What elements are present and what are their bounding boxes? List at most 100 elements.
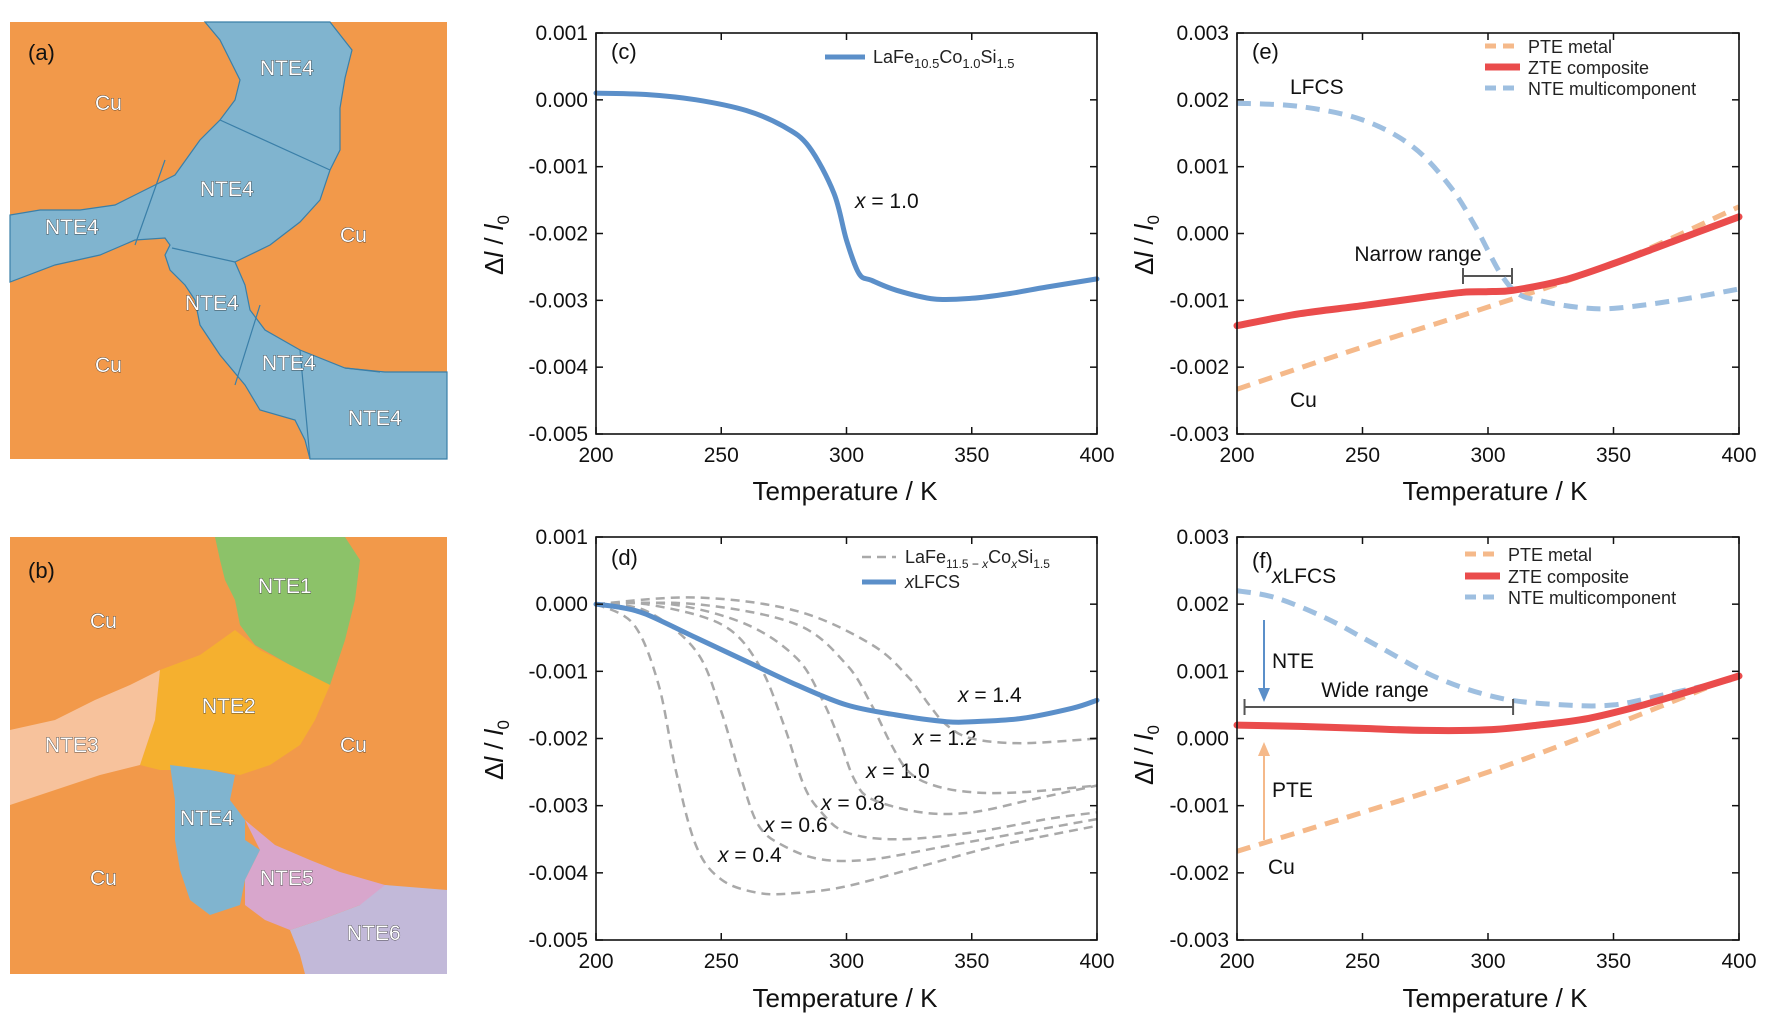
- y-axis-label: Δl / l0: [1129, 725, 1163, 785]
- series-line: [595, 602, 1098, 863]
- x-tick-label: 300: [1470, 950, 1505, 973]
- x-tick-label: 300: [829, 444, 864, 467]
- annotation-xlfcs: xLFCS: [1271, 565, 1336, 588]
- x-tick-label: 350: [1596, 444, 1631, 467]
- y-axis-label: Δl / l0: [1129, 215, 1163, 275]
- series-line: [593, 601, 1100, 725]
- nte1-grain: [215, 537, 360, 685]
- y-tick-label: 0.002: [1176, 89, 1229, 112]
- nte-label: NTE4: [200, 178, 254, 201]
- cu-label: Cu: [340, 224, 367, 247]
- annotation-pte: PTE: [1272, 779, 1313, 802]
- x-tick-label: 200: [1219, 950, 1254, 973]
- y-tick-label: 0.002: [1176, 593, 1229, 616]
- annotation-range: Narrow range: [1354, 243, 1481, 266]
- annotation-cu: Cu: [1290, 389, 1317, 412]
- x-tick-label: 200: [578, 950, 613, 973]
- y-tick-label: 0.001: [1176, 156, 1229, 179]
- y-tick-label: -0.003: [528, 289, 588, 312]
- annotation-cu: Cu: [1268, 856, 1295, 879]
- series-line: [1233, 213, 1743, 330]
- y-tick-label: 0.003: [1176, 22, 1229, 45]
- x-tick-label: 400: [1079, 950, 1114, 973]
- y-tick-label: -0.001: [528, 156, 588, 179]
- series-line: [593, 90, 1100, 303]
- nte-label: NTE4: [348, 407, 402, 430]
- microstructure-a: (a) Cu Cu Cu NTE4 NTE4 NTE4 NTE4 NTE4 NT…: [9, 21, 448, 460]
- y-axis-label: Δl / l0: [479, 215, 513, 275]
- cu-label: Cu: [95, 354, 122, 377]
- nte2-grain: [140, 630, 330, 775]
- annotation-lfcs: LFCS: [1290, 76, 1344, 99]
- x-tick-label: 350: [1596, 950, 1631, 973]
- legend-label: LaFe11.5 − xCoxSi1.5: [905, 547, 1050, 571]
- panel-label-b: (b): [28, 558, 55, 583]
- y-tick-label: -0.001: [528, 660, 588, 683]
- annotation-x: x = 0.6: [763, 814, 828, 837]
- x-tick-label: 300: [1470, 444, 1505, 467]
- series-line: [1233, 672, 1743, 735]
- x-tick-label: 250: [704, 950, 739, 973]
- cu-label: Cu: [95, 92, 122, 115]
- panel-label-d: (d): [611, 545, 638, 570]
- x-tick-label: 250: [1345, 444, 1380, 467]
- y-tick-label: -0.005: [528, 423, 588, 446]
- nte-label: NTE4: [180, 807, 234, 830]
- nte-grain: [9, 21, 448, 460]
- grain-boundary: [134, 119, 381, 460]
- cu-label: Cu: [90, 867, 117, 890]
- y-tick-label: 0.001: [1176, 660, 1229, 683]
- annotation-nte: NTE: [1272, 650, 1314, 673]
- series-line: [595, 601, 1098, 841]
- nte-label: NTE4: [260, 57, 314, 80]
- y-tick-label: -0.002: [528, 728, 588, 751]
- pte-arrow-head: [1258, 742, 1270, 756]
- x-axis-label: Temperature / K: [1403, 983, 1589, 1013]
- chart-f: Δl / l0 Temperature / K (f) PTE metal ZT…: [1129, 526, 1757, 1013]
- series-line: [1236, 204, 1741, 392]
- x-tick-label: 350: [954, 950, 989, 973]
- legend-label: xLFCS: [904, 572, 960, 592]
- range-bar: [1462, 268, 1513, 284]
- legend-label: PTE metal: [1528, 37, 1612, 57]
- y-tick-label: 0.000: [535, 593, 588, 616]
- legend-label: NTE multicomponent: [1508, 588, 1676, 608]
- annotation-x: x = 1.2: [912, 727, 977, 750]
- x-tick-label: 250: [704, 444, 739, 467]
- nte-label: NTE2: [202, 695, 256, 718]
- series-line: [595, 601, 1098, 795]
- y-tick-label: -0.004: [528, 356, 588, 379]
- series-line: [1236, 100, 1740, 312]
- annotation-x: x = 1.0: [865, 760, 930, 783]
- chart-e: Δl / l0 Temperature / K (e) PTE metal ZT…: [1129, 22, 1757, 506]
- x-tick-label: 350: [954, 444, 989, 467]
- annotation-range: Wide range: [1321, 679, 1428, 702]
- y-tick-label: 0.000: [1176, 728, 1229, 751]
- x-tick-label: 400: [1721, 950, 1756, 973]
- nte-arrow-head: [1258, 688, 1270, 702]
- legend-label: ZTE composite: [1508, 567, 1629, 587]
- series-line: [1236, 588, 1740, 709]
- y-tick-label: 0.000: [535, 89, 588, 112]
- nte4-grain: [170, 765, 260, 915]
- x-axis-label: Temperature / K: [1403, 476, 1589, 506]
- panel-label-c: (c): [611, 39, 637, 64]
- x-axis-label: Temperature / K: [753, 476, 939, 506]
- y-tick-label: 0.003: [1176, 526, 1229, 549]
- cu-label: Cu: [340, 734, 367, 757]
- annotation-x: x = 0.8: [820, 792, 885, 815]
- panel-label-e: (e): [1252, 39, 1279, 64]
- series-line: [595, 596, 1098, 745]
- nte-label: NTE3: [45, 734, 99, 757]
- y-axis-label: Δl / l0: [479, 720, 513, 780]
- panel-label-f: (f): [1252, 548, 1273, 573]
- nte-label: NTE4: [262, 352, 316, 375]
- x-tick-label: 400: [1079, 444, 1114, 467]
- legend-label: NTE multicomponent: [1528, 79, 1696, 99]
- x-axis-label: Temperature / K: [753, 983, 939, 1013]
- nte-label: NTE5: [260, 867, 314, 890]
- legend-label: LaFe10.5Co1.0Si1.5: [873, 47, 1015, 71]
- microstructure-b: (b) Cu Cu Cu NTE1 NTE2 NTE3 NTE4 NTE5 NT…: [10, 537, 447, 974]
- y-tick-label: 0.001: [535, 22, 588, 45]
